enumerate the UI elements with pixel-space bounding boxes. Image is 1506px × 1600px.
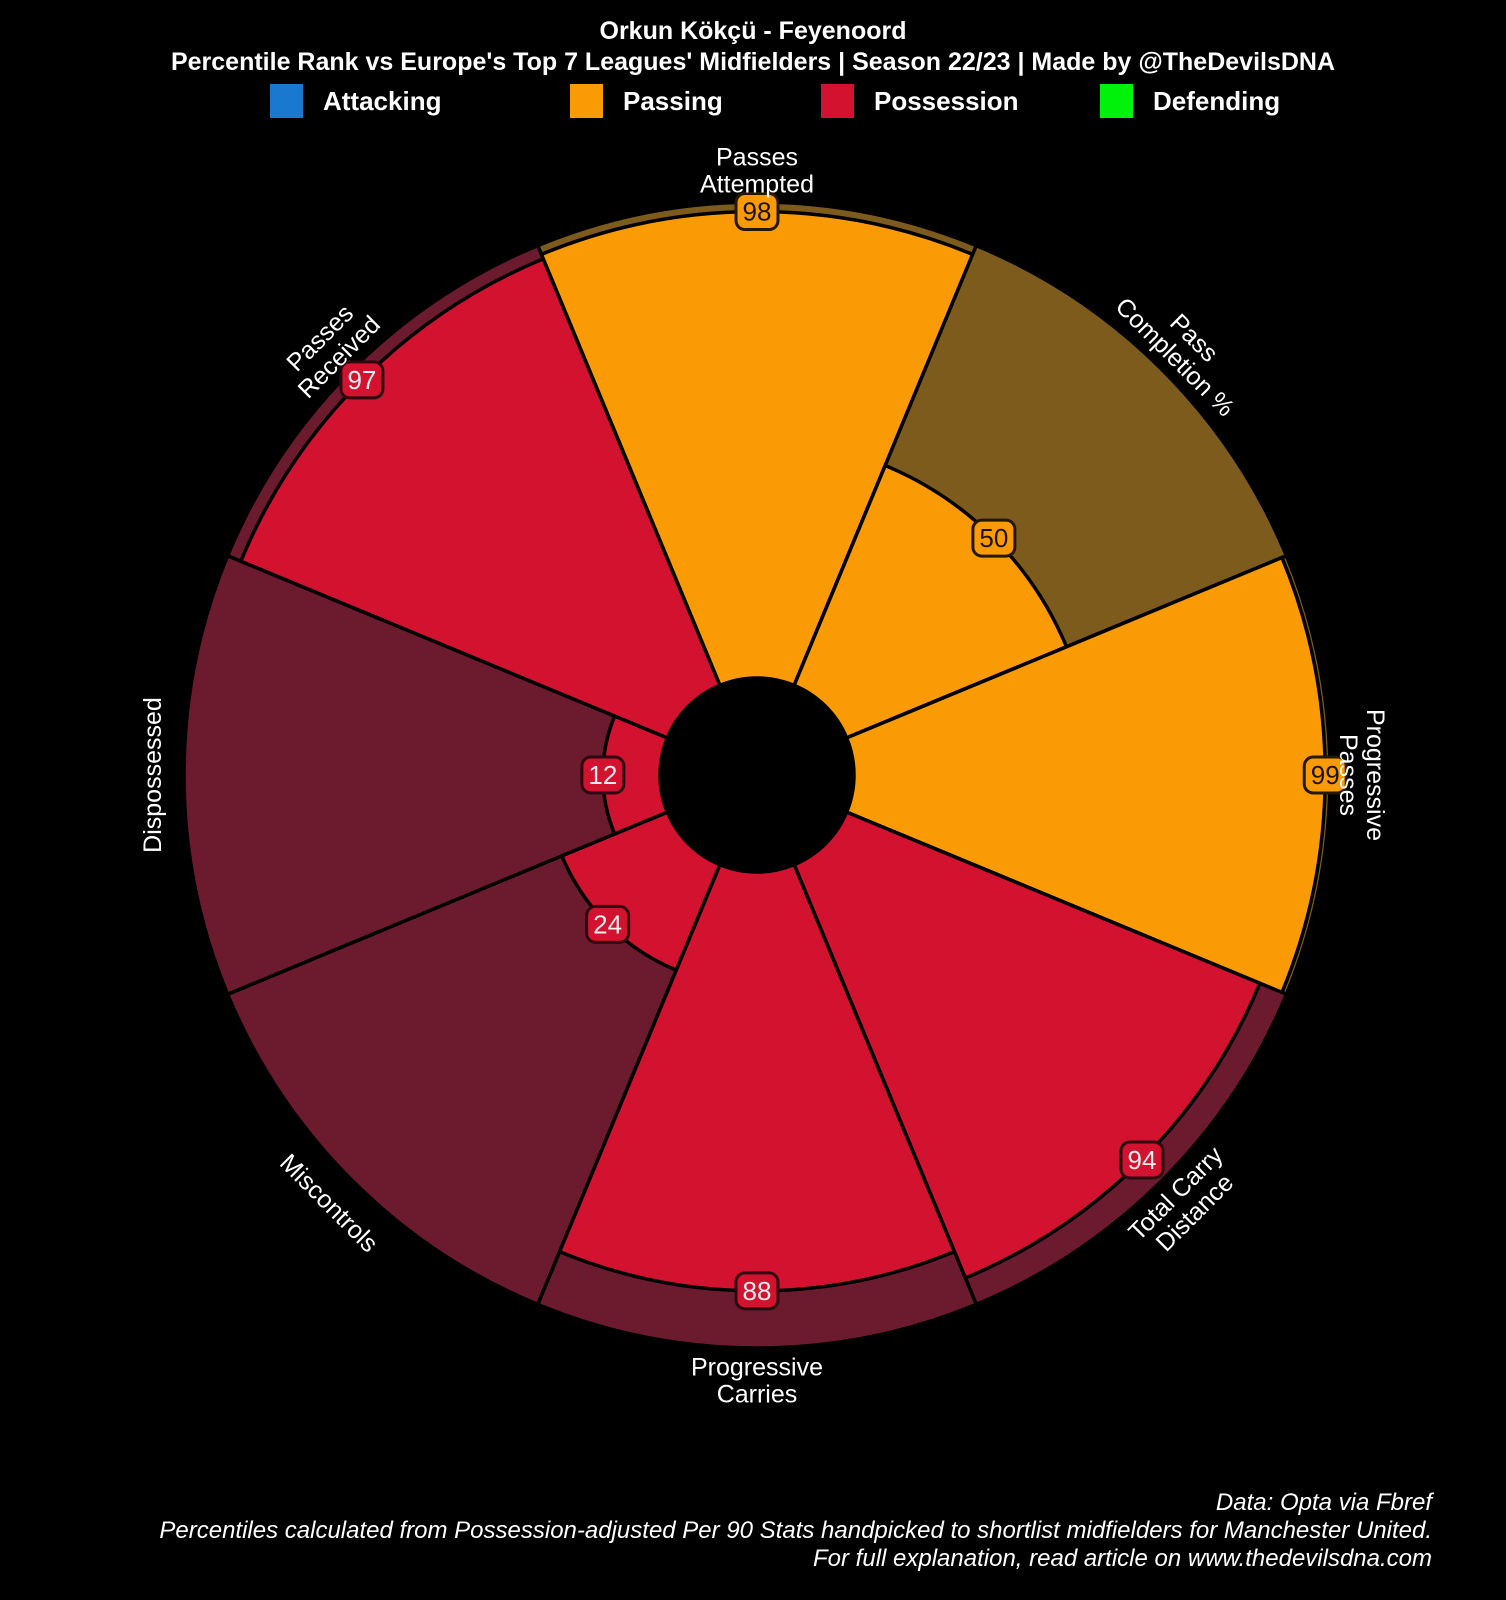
- badge-box: [585, 904, 631, 944]
- credit-line-3: For full explanation, read article on ww…: [813, 1545, 1432, 1572]
- value-badge-progressive-carries: 88: [734, 1271, 780, 1311]
- badge-box: [1119, 1140, 1165, 1180]
- slice-value: 24: [593, 909, 622, 939]
- legend-swatch-defending: [1100, 84, 1133, 118]
- legend-label-attacking: Attacking: [323, 86, 442, 116]
- value-badge-pass-completion: 50: [971, 518, 1017, 558]
- slice-label-progressive-carries: Progressive Carries: [691, 1353, 823, 1408]
- pizza-slice-progressive-passes: [844, 553, 1332, 997]
- value-badge-passes-attempted: 98: [734, 192, 780, 232]
- pizza-slice-passes-received: [225, 243, 722, 740]
- slice-fill: [557, 862, 957, 1293]
- slice-label-progressive-passes: ProgressivePasses: [1334, 709, 1389, 841]
- slice-value: 12: [588, 760, 617, 790]
- slice-value: 88: [743, 1276, 772, 1306]
- badge-box: [734, 1271, 780, 1311]
- credit-line-1: Data: Opta via Fbref: [1215, 1489, 1432, 1516]
- slice-fill: [844, 555, 1327, 995]
- legend-label-passing: Passing: [623, 86, 723, 116]
- pizza-slice-progressive-carries: [535, 862, 979, 1350]
- slice-value: 50: [979, 523, 1008, 553]
- pizza-slice-pass-completion: [792, 243, 1289, 740]
- legend-label-possession: Possession: [874, 86, 1019, 116]
- chart-subtitle: Percentile Rank vs Europe's Top 7 League…: [170, 48, 1336, 76]
- chart-credits: Data: Opta via Fbref Percentiles calcula…: [74, 1489, 1432, 1573]
- value-badge-miscontrols: 24: [585, 904, 631, 944]
- badge-box: [1302, 755, 1348, 795]
- slice-fill: [792, 463, 1069, 740]
- value-badge-dispossessed: 12: [580, 755, 626, 795]
- legend-item-attacking: Attacking: [270, 84, 441, 118]
- legend-item-passing: Passing: [570, 84, 723, 118]
- legend-label-defending: Defending: [1153, 86, 1281, 116]
- pizza-slice-dispossessed: [182, 553, 670, 997]
- slice-value: 98: [743, 197, 772, 227]
- pizza-slice-total-carry-distance: [792, 810, 1289, 1307]
- value-badge-progressive-passes: 99: [1302, 755, 1348, 795]
- badge-box: [580, 755, 626, 795]
- badge-box: [734, 192, 780, 232]
- chart-legend: Attacking Passing Possession Defending: [0, 84, 1506, 120]
- badge-box: [339, 360, 385, 400]
- credit-line-2: Percentiles calculated from Possession-a…: [159, 1517, 1432, 1544]
- slice-fill: [560, 810, 722, 972]
- slice-label-passes-attempted: Passes Attempted: [700, 143, 814, 198]
- slice-fill: [539, 209, 975, 688]
- legend-swatch-possession: [821, 84, 854, 118]
- pizza-slice-passes-attempted: [535, 200, 979, 688]
- slice-value: 99: [1311, 760, 1340, 790]
- value-badge-total-carry-distance: 94: [1119, 1140, 1165, 1180]
- slice-label-dispossessed: Dispossessed: [139, 697, 167, 853]
- slice-value: 97: [347, 365, 376, 395]
- slice-fill: [239, 257, 722, 740]
- legend-item-possession: Possession: [821, 84, 1019, 118]
- chart-title: Orkun Kökçü - Feyenoord: [599, 17, 907, 45]
- slice-value: 94: [1128, 1145, 1157, 1175]
- slice-fill: [792, 810, 1262, 1280]
- legend-item-defending: Defending: [1100, 84, 1280, 118]
- legend-swatch-attacking: [270, 84, 303, 118]
- badge-box: [971, 518, 1017, 558]
- legend-swatch-passing: [570, 84, 603, 118]
- value-badge-passes-received: 97: [339, 360, 385, 400]
